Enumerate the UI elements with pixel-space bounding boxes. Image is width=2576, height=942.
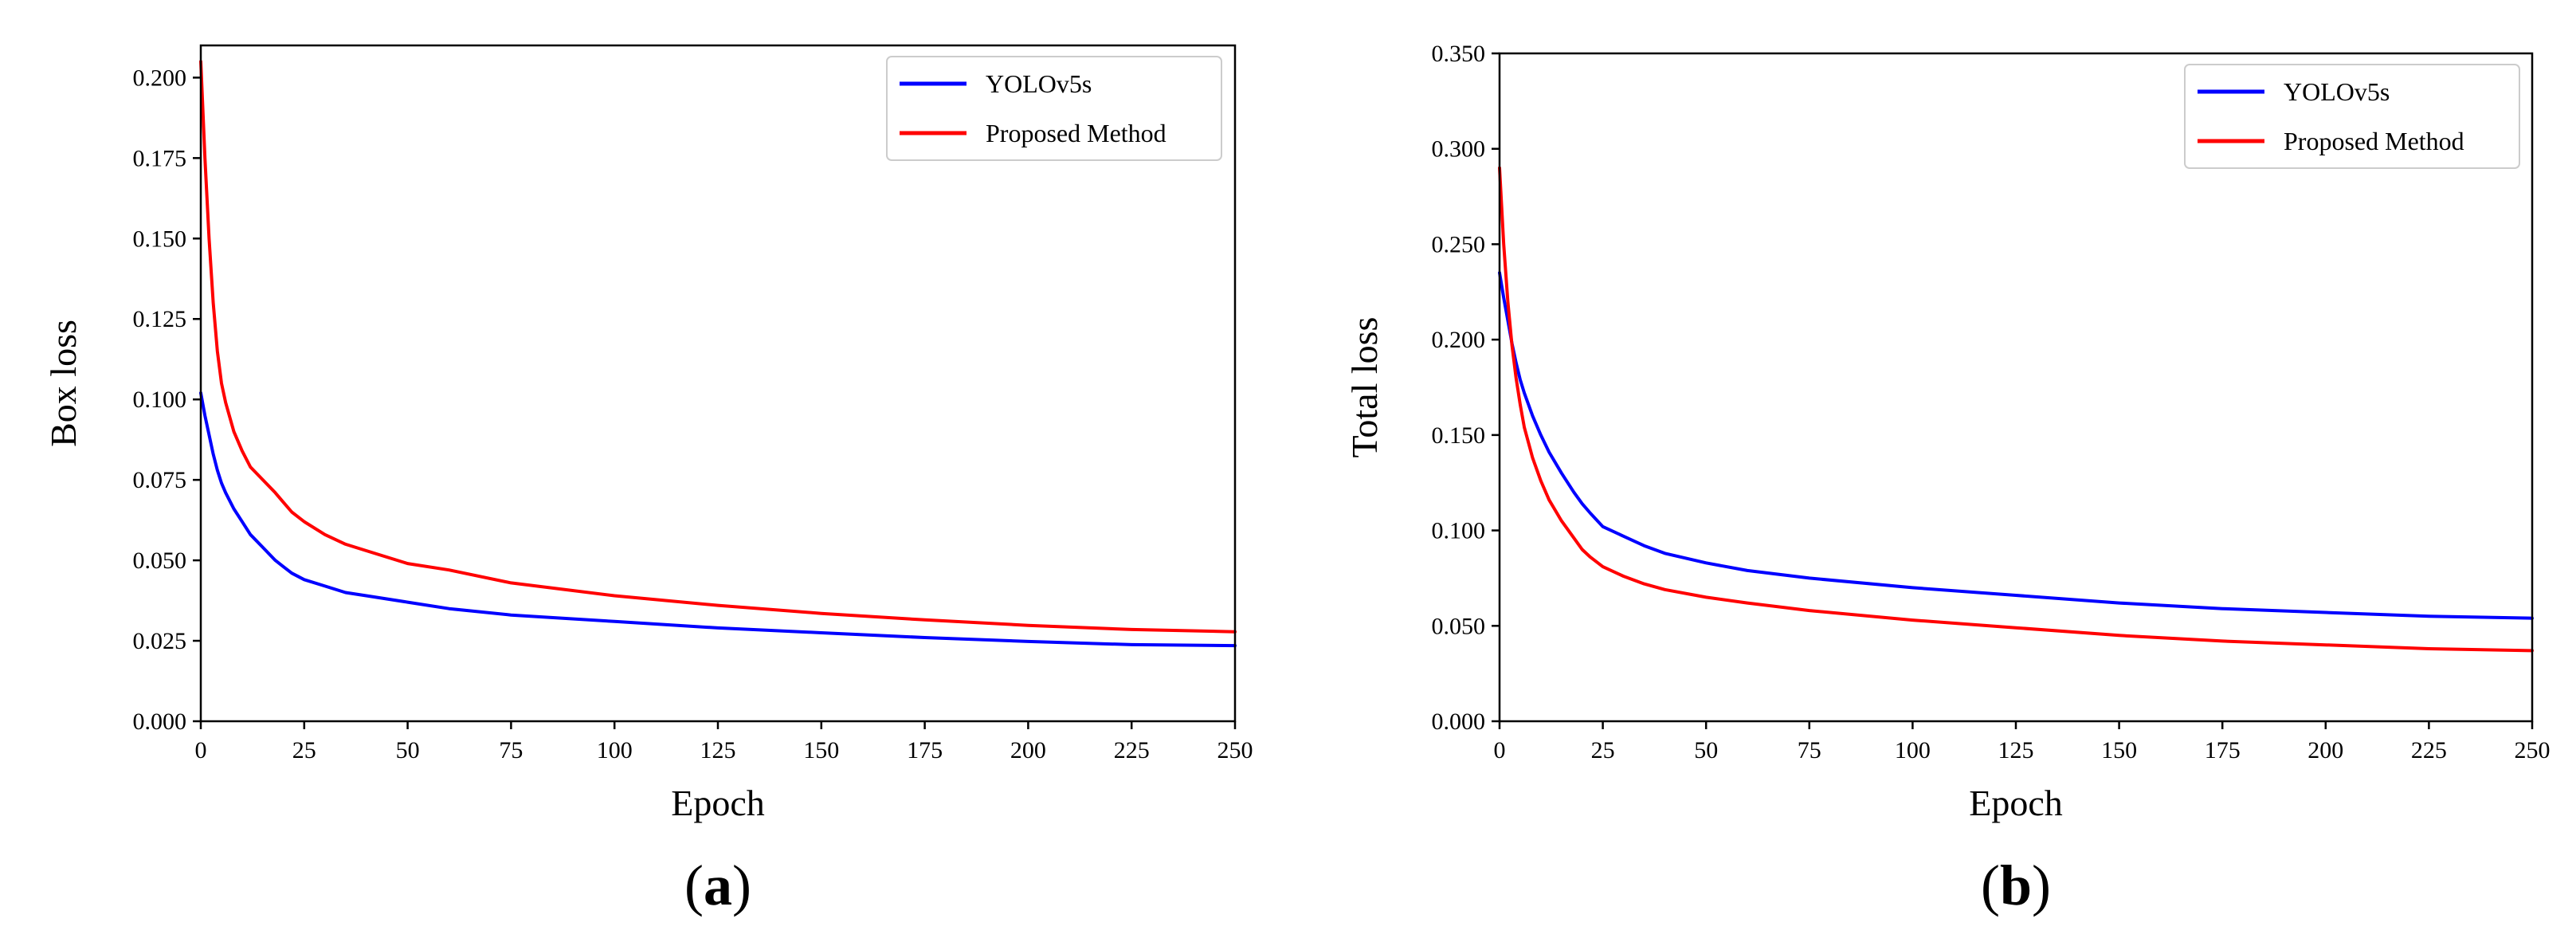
series-line-proposed-method — [199, 60, 1237, 634]
panel-label-open: ( — [1981, 854, 2000, 917]
x-tick-label: 25 — [1591, 737, 1615, 763]
x-tick-label: 250 — [1217, 737, 1253, 763]
x-tick-label: 125 — [700, 737, 736, 763]
x-tick-label: 225 — [2411, 737, 2447, 763]
panel-label-close: ) — [2032, 854, 2051, 917]
y-axis-title: Box loss — [43, 320, 84, 447]
x-tick-label: 0 — [1494, 737, 1506, 763]
x-tick-label: 50 — [1694, 737, 1718, 763]
x-tick-label: 200 — [2307, 737, 2343, 763]
legend-label: Proposed Method — [2284, 127, 2464, 155]
y-axis-title: Total loss — [1344, 317, 1385, 458]
panel-label-close: ) — [732, 854, 751, 917]
y-tick-label: 0.200 — [133, 65, 187, 91]
legend-label: YOLOv5s — [2284, 77, 2390, 106]
y-tick-label: 0.050 — [1432, 613, 1486, 639]
panel-label: (a) — [684, 854, 751, 917]
x-tick-label: 0 — [195, 737, 207, 763]
legend-label: YOLOv5s — [986, 69, 1092, 98]
y-tick-label: 0.200 — [1432, 327, 1486, 353]
panel-label-open: ( — [684, 854, 704, 917]
x-axis-title: Epoch — [671, 783, 765, 823]
y-tick-label: 0.000 — [133, 708, 187, 735]
y-tick-label: 0.075 — [133, 467, 187, 493]
y-tick-label: 0.300 — [1432, 136, 1486, 163]
panel-label: (b) — [1981, 854, 2051, 917]
y-tick-label: 0.350 — [1432, 41, 1486, 67]
panel-label-letter: a — [704, 854, 732, 917]
x-tick-label: 50 — [396, 737, 420, 763]
y-tick-label: 0.175 — [133, 145, 187, 171]
y-tick-label: 0.150 — [1432, 422, 1486, 449]
x-tick-label: 100 — [597, 737, 633, 763]
x-tick-label: 150 — [803, 737, 839, 763]
series-line-yolov5s — [199, 391, 1237, 648]
x-tick-label: 175 — [2205, 737, 2241, 763]
y-tick-label: 0.050 — [133, 548, 187, 574]
y-tick-label: 0.125 — [133, 306, 187, 332]
panel-label-letter: b — [2000, 854, 2032, 917]
y-tick-label: 0.000 — [1432, 708, 1486, 735]
x-tick-label: 200 — [1010, 737, 1046, 763]
x-tick-label: 150 — [2101, 737, 2137, 763]
x-tick-label: 75 — [499, 737, 523, 763]
legend: YOLOv5s Proposed Method — [2184, 64, 2520, 169]
legend: YOLOv5s Proposed Method — [886, 56, 1222, 161]
series-line-yolov5s — [1498, 271, 2534, 620]
legend-box — [886, 56, 1222, 161]
chart-panel-a: 0 25 50 75 100 125 150 175 200 225 250 0.000 0.025 0.… — [43, 44, 1253, 917]
chart-panel-b: 0 25 50 75 100 125 150 175 200 225 250 0.000 0.050 0.… — [1344, 41, 2551, 917]
y-tick-label: 0.100 — [1432, 518, 1486, 544]
x-tick-label: 75 — [1798, 737, 1821, 763]
x-axis-title: Epoch — [1969, 783, 2063, 823]
x-tick-label: 250 — [2515, 737, 2551, 763]
y-tick-label: 0.150 — [133, 226, 187, 252]
y-tick-label: 0.250 — [1432, 231, 1486, 257]
y-tick-label: 0.100 — [133, 387, 187, 413]
x-tick-label: 225 — [1114, 737, 1150, 763]
y-tick-label: 0.025 — [133, 628, 187, 654]
series-line-proposed-method — [1498, 166, 2534, 653]
legend-label: Proposed Method — [986, 119, 1166, 147]
x-tick-label: 25 — [292, 737, 316, 763]
x-tick-label: 175 — [907, 737, 943, 763]
legend-box — [2184, 64, 2520, 169]
x-tick-label: 100 — [1895, 737, 1931, 763]
x-tick-label: 125 — [1998, 737, 2034, 763]
